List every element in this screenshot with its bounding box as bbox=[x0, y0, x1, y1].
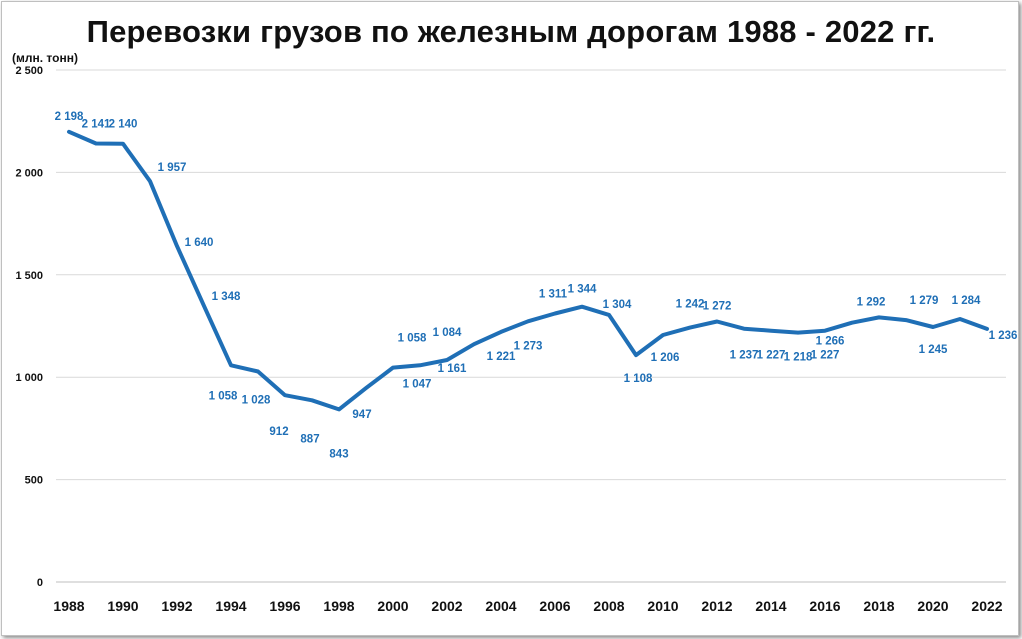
x-tick-label: 2004 bbox=[485, 598, 516, 614]
data-label: 1 218 bbox=[784, 352, 813, 364]
x-axis-ticks: 1988 1990 1992 1994 1996 1998 2000 2002 2004 2006… bbox=[53, 598, 1002, 614]
data-label: 1 084 bbox=[433, 327, 462, 339]
x-tick-label: 2014 bbox=[755, 598, 786, 614]
data-label: 1 206 bbox=[651, 352, 680, 364]
data-label: 1 284 bbox=[952, 295, 981, 307]
data-label: 1 242 bbox=[676, 299, 705, 311]
y-axis-ticks: 0 500 1 000 1 500 2 000 2 500 bbox=[15, 65, 43, 589]
x-tick-label: 2008 bbox=[593, 598, 624, 614]
data-label: 1 236 bbox=[989, 330, 1018, 342]
y-tick-label: 2 500 bbox=[15, 65, 43, 77]
chart-title: Перевозки грузов по железным дорогам 198… bbox=[86, 14, 936, 49]
data-label: 1 047 bbox=[403, 379, 432, 391]
data-label: 1 640 bbox=[185, 237, 214, 249]
y-tick-label: 1 000 bbox=[15, 372, 43, 384]
series-line-group bbox=[67, 129, 989, 412]
data-label: 1 237 bbox=[730, 350, 759, 362]
y-axis-unit-label: (млн. тонн) bbox=[12, 51, 78, 65]
data-label: 1 058 bbox=[398, 332, 427, 344]
data-label: 1 028 bbox=[242, 394, 271, 406]
x-tick-label: 1998 bbox=[323, 598, 354, 614]
data-label: 1 245 bbox=[919, 344, 948, 356]
y-tick-label: 500 bbox=[25, 475, 43, 487]
x-tick-label: 1996 bbox=[269, 598, 300, 614]
data-label: 1 227 bbox=[811, 350, 840, 362]
data-label: 2 140 bbox=[109, 119, 138, 131]
x-tick-label: 2018 bbox=[863, 598, 894, 614]
data-label: 1 279 bbox=[910, 295, 939, 307]
x-tick-label: 2000 bbox=[377, 598, 408, 614]
data-label: 912 bbox=[269, 426, 288, 438]
series-line bbox=[67, 129, 989, 412]
y-tick-label: 2 000 bbox=[15, 167, 43, 179]
x-tick-label: 2020 bbox=[917, 598, 948, 614]
x-tick-label: 2022 bbox=[971, 598, 1002, 614]
data-label: 1 292 bbox=[857, 296, 886, 308]
x-tick-label: 1990 bbox=[107, 598, 138, 614]
data-label: 2 141 bbox=[82, 119, 111, 131]
data-label: 1 272 bbox=[703, 300, 732, 312]
data-label: 1 344 bbox=[568, 284, 597, 296]
data-label: 1 348 bbox=[212, 291, 241, 303]
y-tick-label: 1 500 bbox=[15, 270, 43, 282]
data-label: 2 198 bbox=[55, 111, 84, 123]
data-label: 1 161 bbox=[438, 363, 467, 375]
y-tick-label: 0 bbox=[37, 577, 43, 589]
x-tick-label: 2010 bbox=[647, 598, 678, 614]
data-label: 1 266 bbox=[816, 336, 845, 348]
data-label: 1 108 bbox=[624, 373, 653, 385]
data-label: 887 bbox=[300, 433, 319, 445]
x-tick-label: 2002 bbox=[431, 598, 462, 614]
x-tick-label: 1992 bbox=[161, 598, 192, 614]
data-label: 947 bbox=[352, 409, 371, 421]
x-tick-label: 1994 bbox=[215, 598, 246, 614]
x-tick-label: 2006 bbox=[539, 598, 570, 614]
data-label: 1 304 bbox=[603, 299, 632, 311]
x-tick-label: 2012 bbox=[701, 598, 732, 614]
data-label: 1 221 bbox=[487, 351, 516, 363]
x-tick-label: 2016 bbox=[809, 598, 840, 614]
data-label: 1 957 bbox=[158, 162, 187, 174]
data-label: 1 227 bbox=[757, 350, 786, 362]
gridlines bbox=[56, 69, 1006, 583]
data-label: 1 273 bbox=[514, 340, 543, 352]
x-tick-label: 1988 bbox=[53, 598, 84, 614]
data-label: 843 bbox=[329, 448, 348, 460]
data-label: 1 311 bbox=[539, 289, 568, 301]
data-label: 1 058 bbox=[209, 390, 238, 402]
